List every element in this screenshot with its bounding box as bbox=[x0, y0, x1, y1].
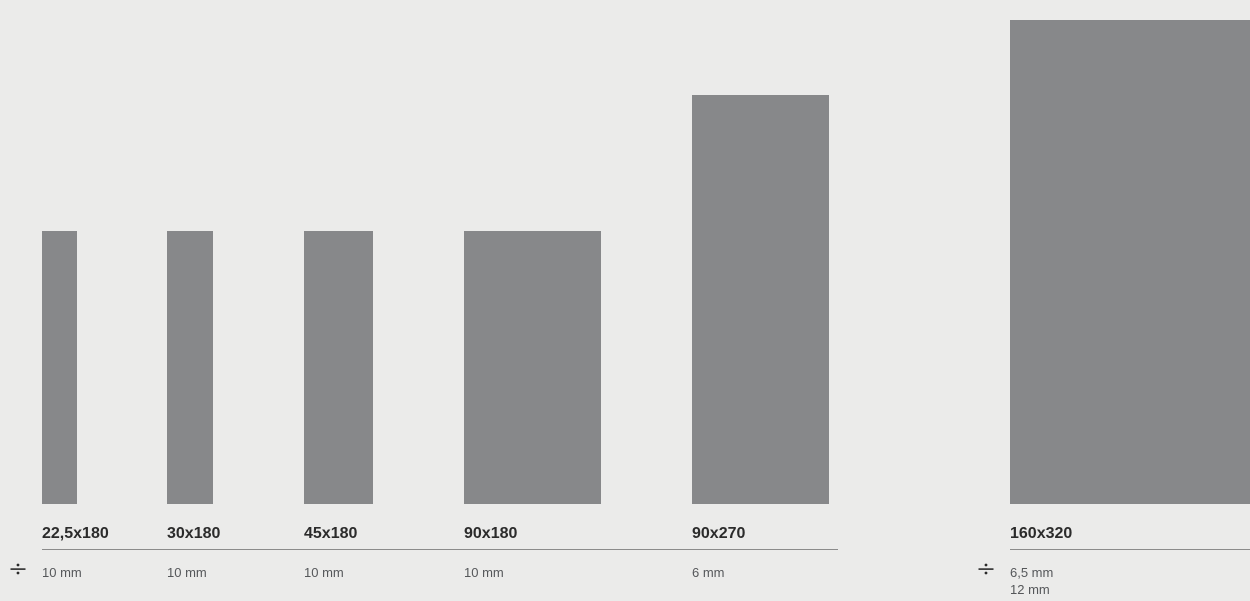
thickness-value: 10 mm bbox=[464, 565, 504, 580]
size-label: 160x320 bbox=[1010, 525, 1073, 542]
tile-22-5x180 bbox=[42, 231, 77, 504]
tile-90x180 bbox=[464, 231, 601, 504]
tile-90x270 bbox=[692, 95, 829, 504]
tile-160x320 bbox=[1010, 20, 1250, 504]
size-label: 90x180 bbox=[464, 525, 518, 542]
thickness-value: 10 mm bbox=[167, 565, 207, 580]
size-label: 30x180 bbox=[167, 525, 221, 542]
tile-45x180 bbox=[304, 231, 373, 504]
thickness-value: 6 mm bbox=[692, 565, 725, 580]
divider-rule bbox=[42, 549, 838, 550]
thickness-icon bbox=[10, 563, 26, 575]
size-label: 45x180 bbox=[304, 525, 358, 542]
thickness-value-1: 6,5 mm bbox=[1010, 565, 1054, 580]
thickness-value: 10 mm bbox=[42, 565, 82, 580]
tile-30x180 bbox=[167, 231, 213, 504]
thickness-icon bbox=[978, 563, 994, 575]
thickness-value: 6,5 mm 12 mm bbox=[1010, 564, 1053, 598]
size-label: 22,5x180 bbox=[42, 525, 109, 542]
thickness-value: 10 mm bbox=[304, 565, 344, 580]
divider-rule bbox=[1010, 549, 1250, 550]
thickness-value-2: 12 mm bbox=[1010, 582, 1050, 597]
size-label: 90x270 bbox=[692, 525, 746, 542]
